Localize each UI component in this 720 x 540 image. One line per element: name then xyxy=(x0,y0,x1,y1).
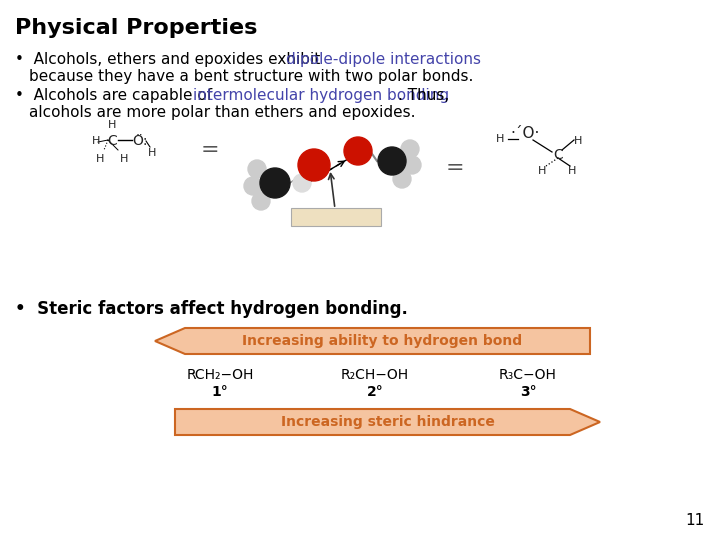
Circle shape xyxy=(248,160,266,178)
Text: 2°: 2° xyxy=(366,385,383,399)
Text: Ö:: Ö: xyxy=(132,134,148,148)
Text: R₃C−OH: R₃C−OH xyxy=(499,368,557,382)
Text: because they have a bent structure with two polar bonds.: because they have a bent structure with … xyxy=(29,69,473,84)
Text: 11: 11 xyxy=(685,513,705,528)
Text: C: C xyxy=(107,134,117,148)
Text: Physical Properties: Physical Properties xyxy=(15,18,257,38)
Text: H: H xyxy=(108,120,116,130)
Text: H: H xyxy=(538,166,546,176)
Circle shape xyxy=(378,147,406,175)
Circle shape xyxy=(293,174,311,192)
Text: RCH₂−OH: RCH₂−OH xyxy=(186,368,253,382)
Text: 3°: 3° xyxy=(520,385,536,399)
Circle shape xyxy=(403,156,421,174)
Text: H: H xyxy=(120,154,128,164)
Text: C: C xyxy=(553,148,563,162)
Text: •  Steric factors affect hydrogen bonding.: • Steric factors affect hydrogen bonding… xyxy=(15,300,408,318)
Polygon shape xyxy=(155,328,590,354)
Text: H: H xyxy=(574,136,582,146)
Text: H: H xyxy=(148,148,156,158)
Circle shape xyxy=(344,137,372,165)
Text: =: = xyxy=(201,140,220,160)
Text: H: H xyxy=(96,154,104,164)
Text: =: = xyxy=(446,158,464,178)
Text: •  Alcohols, ethers and epoxides exhibit: • Alcohols, ethers and epoxides exhibit xyxy=(15,52,325,67)
Text: Increasing ability to hydrogen bond: Increasing ability to hydrogen bond xyxy=(243,334,523,348)
Text: Increasing steric hindrance: Increasing steric hindrance xyxy=(281,415,495,429)
Circle shape xyxy=(401,140,419,158)
Text: R₂CH−OH: R₂CH−OH xyxy=(341,368,409,382)
Text: •  Alcohols are capable of: • Alcohols are capable of xyxy=(15,88,217,103)
Text: . Thus,: . Thus, xyxy=(397,88,449,103)
Text: hydrogen bond: hydrogen bond xyxy=(294,212,378,222)
Circle shape xyxy=(393,170,411,188)
Circle shape xyxy=(244,177,262,195)
Text: H: H xyxy=(91,136,100,146)
Text: dipole-dipole interactions: dipole-dipole interactions xyxy=(286,52,481,67)
Text: H: H xyxy=(496,134,504,144)
Circle shape xyxy=(298,149,330,181)
Text: ·´O·: ·´O· xyxy=(510,126,540,141)
Text: 1°: 1° xyxy=(212,385,228,399)
Text: intermolecular hydrogen bonding: intermolecular hydrogen bonding xyxy=(193,88,449,103)
Circle shape xyxy=(252,192,270,210)
Polygon shape xyxy=(175,409,600,435)
Text: alcohols are more polar than ethers and epoxides.: alcohols are more polar than ethers and … xyxy=(29,105,415,120)
Text: H: H xyxy=(568,166,576,176)
FancyBboxPatch shape xyxy=(291,208,381,226)
Circle shape xyxy=(260,168,290,198)
